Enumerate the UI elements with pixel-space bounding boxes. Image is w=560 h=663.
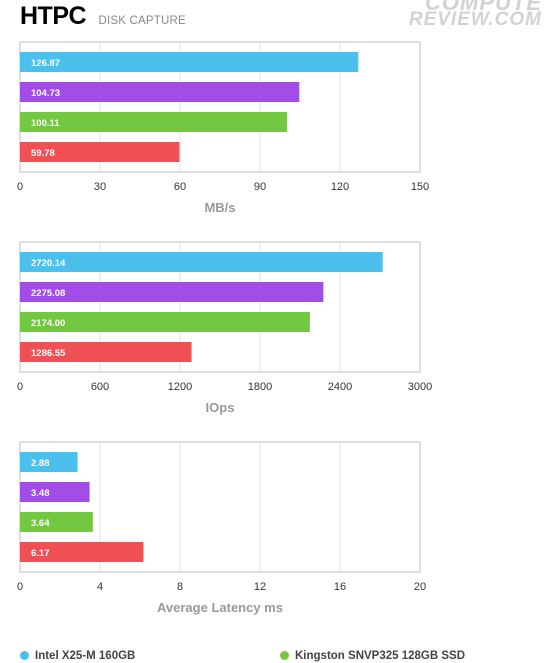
chart-1-tick-label: 150 [411, 181, 429, 193]
chart-1-frame [19, 41, 421, 173]
chart-1-bar [20, 142, 180, 162]
chart-2-data-label: 2275.08 [31, 288, 65, 299]
chart-1-bar [20, 112, 287, 132]
legend-label-2: Kingston SNVP325 128GB SSD [295, 650, 465, 662]
chart-3-data-label: 6.17 [31, 548, 50, 559]
chart-2-tick-label: 600 [91, 381, 109, 393]
chart-3-data-label: 2.88 [31, 458, 50, 469]
chart-1-bar [20, 82, 300, 102]
site-logo: COMPUTE REVIEW.COM [408, 0, 542, 31]
chart-1-data-label: 59.78 [31, 148, 55, 159]
chart-1-data-label: 126.87 [31, 58, 60, 69]
chart-3-bar [20, 542, 144, 562]
chart-3-data-label: 3.48 [31, 488, 50, 499]
chart-1-axis-label: MB/s [204, 200, 235, 215]
chart-2-bar [20, 252, 383, 272]
chart-1-tick-label: 30 [94, 181, 106, 193]
logo-line-2: REVIEW.COM [408, 9, 542, 31]
chart-3-tick-label: 20 [414, 581, 426, 593]
chart-3-tick-label: 0 [17, 581, 23, 593]
chart-2-bar [20, 342, 192, 362]
chart-title-block: HTPC DISK CAPTURE [20, 2, 186, 31]
chart-2-axis-label: IOps [206, 400, 235, 415]
logo-line-1: COMPUTE [425, 0, 542, 15]
chart-2-tick-label: 3000 [408, 381, 432, 393]
legend-item-1: Intel X25-M 160GB [20, 650, 135, 662]
chart-2-tick-label: 1200 [168, 381, 192, 393]
chart-3-tick-label: 4 [97, 581, 103, 593]
chart-3-tick-label: 12 [254, 581, 266, 593]
chart-3-frame [19, 441, 421, 573]
chart-2-frame [19, 241, 421, 373]
chart-1-tick-label: 90 [254, 181, 266, 193]
chart-title: HTPC [20, 2, 87, 30]
chart-2-bar [20, 312, 310, 332]
chart-1-data-label: 100.11 [31, 118, 60, 129]
chart-3-data-label: 3.64 [31, 518, 50, 529]
chart-3-tick-label: 16 [334, 581, 346, 593]
chart-1-tick-label: 120 [331, 181, 349, 193]
chart-2-bar [20, 282, 324, 302]
chart-2-tick-label: 1800 [248, 381, 272, 393]
legend-label-1: Intel X25-M 160GB [35, 650, 136, 662]
chart-2-data-label: 1286.55 [31, 348, 66, 359]
chart-2-tick-label: 0 [17, 381, 23, 393]
chart-3-tick-label: 8 [177, 581, 183, 593]
chart-3-axis-label: Average Latency ms [157, 600, 283, 615]
chart-1-bar [20, 52, 359, 72]
chart-3-bar [20, 512, 93, 532]
chart-3-bar [20, 482, 90, 502]
chart-2-data-label: 2174.00 [31, 318, 65, 329]
chart-2-data-label: 2720.14 [31, 258, 66, 269]
legend-dot-1 [20, 651, 29, 660]
legend-dot-2 [280, 651, 289, 660]
chart-1-tick-label: 0 [17, 181, 23, 193]
legend-item-2: Kingston SNVP325 128GB SSD [280, 650, 465, 662]
chart-1-tick-label: 60 [174, 181, 186, 193]
chart-3-bar [20, 452, 78, 472]
chart-1-data-label: 104.73 [31, 88, 60, 99]
chart-subtitle: DISK CAPTURE [98, 15, 186, 27]
chart-2-tick-label: 2400 [328, 381, 352, 393]
